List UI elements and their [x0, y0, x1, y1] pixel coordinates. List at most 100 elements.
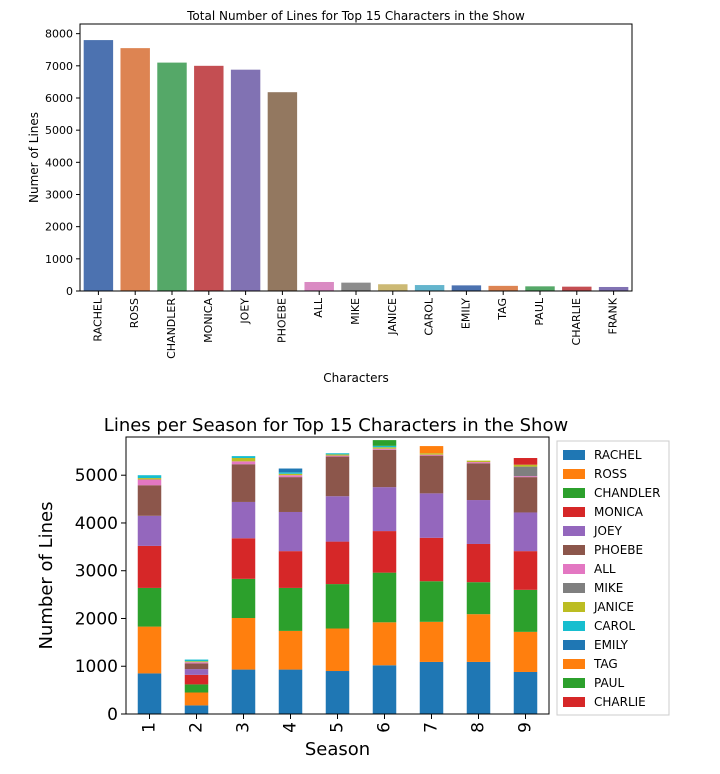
segment-season-1-carol: [137, 475, 162, 479]
segment-season-6-phoebe: [372, 449, 397, 488]
bar-monica: [194, 65, 224, 291]
legend-label-rachel: RACHEL: [594, 448, 642, 462]
x-tick-label-chandler: CHANDLER: [165, 298, 178, 359]
segment-season-8-rachel: [466, 661, 491, 714]
segment-season-5-rachel: [325, 671, 350, 714]
segment-season-2-carol: [184, 659, 209, 662]
legend-label-carol: CAROL: [594, 619, 635, 633]
segment-season-9-janice: [513, 464, 538, 467]
segment-season-9-chandler: [513, 589, 538, 632]
legend-swatch-rachel: [563, 450, 585, 460]
segment-season-4-carol: [278, 472, 303, 474]
segment-season-3-carol: [231, 456, 256, 459]
y-tick-label: 1000: [75, 657, 118, 677]
segment-season-9-phoebe: [513, 477, 538, 513]
segment-season-3-chandler: [231, 578, 256, 619]
segment-season-7-joey: [419, 493, 444, 538]
segment-season-8-monica: [466, 543, 491, 583]
x-tick-label-season-8: 8: [469, 722, 489, 733]
chart2-x-label: Season: [305, 739, 370, 760]
segment-season-5-monica: [325, 541, 350, 585]
x-tick-label-season-3: 3: [234, 722, 254, 733]
bar-phoebe: [267, 92, 298, 291]
segment-season-7-ross: [419, 621, 444, 662]
legend-swatch-ross: [563, 469, 585, 479]
x-tick-label-season-6: 6: [375, 722, 395, 733]
legend-label-chandler: CHANDLER: [594, 486, 660, 500]
y-tick-label: 4000: [75, 514, 118, 534]
legend-label-all: ALL: [594, 562, 616, 576]
segment-season-9-mike: [513, 466, 538, 477]
segment-season-1-janice: [137, 478, 162, 480]
segment-season-3-ross: [231, 618, 256, 670]
segment-season-1-monica: [137, 545, 162, 588]
legend-label-paul: PAUL: [594, 676, 624, 690]
segment-season-3-rachel: [231, 669, 256, 714]
legend-label-monica: MONICA: [594, 505, 644, 519]
segment-season-5-chandler: [325, 584, 350, 629]
segment-season-6-janice: [372, 447, 397, 449]
total-lines-chart: Total Number of Lines for Top 15 Charact…: [27, 9, 633, 385]
chart2-legend: [556, 440, 670, 716]
chart2-y-label: Number of Lines: [36, 502, 57, 650]
legend-swatch-emily: [563, 640, 585, 650]
segment-season-6-joey: [372, 487, 397, 532]
segment-season-2-joey: [184, 669, 209, 675]
segment-season-6-monica: [372, 531, 397, 573]
legend-swatch-janice: [563, 602, 585, 612]
legend-swatch-phoebe: [563, 545, 585, 555]
legend-swatch-mike: [563, 583, 585, 593]
segment-season-3-phoebe: [231, 464, 256, 502]
x-tick-label-emily: EMILY: [459, 298, 472, 329]
y-tick-label: 8000: [45, 28, 73, 41]
segment-season-4-chandler: [278, 587, 303, 631]
chart1-x-label: Characters: [323, 371, 389, 385]
segment-season-6-carol: [372, 445, 397, 448]
chart1-frame: [79, 23, 633, 292]
legend-label-mike: MIKE: [594, 581, 623, 595]
x-tick-label-carol: CAROL: [423, 297, 436, 336]
legend-label-tag: TAG: [593, 657, 618, 671]
legend-label-emily: EMILY: [594, 638, 629, 652]
bar-paul: [525, 286, 555, 291]
segment-season-9-all: [513, 476, 538, 478]
bar-emily: [451, 285, 482, 291]
x-tick-label-tag: TAG: [496, 298, 509, 321]
segment-season-1-phoebe: [137, 485, 162, 516]
segment-season-2-rachel: [184, 705, 209, 714]
bar-ross: [120, 48, 150, 291]
segment-season-2-phoebe: [184, 663, 209, 670]
segment-season-6-ross: [372, 622, 397, 666]
segment-season-8-all: [466, 462, 491, 464]
bar-janice: [378, 284, 408, 291]
segment-season-4-emily: [278, 468, 303, 473]
x-tick-label-season-4: 4: [281, 722, 301, 733]
y-tick-label: 0: [107, 705, 118, 725]
segment-season-2-janice: [184, 661, 209, 663]
segment-season-9-ross: [513, 631, 538, 672]
segment-season-4-monica: [278, 551, 303, 588]
segment-season-1-ross: [137, 626, 162, 674]
bar-rachel: [83, 40, 114, 292]
x-tick-label-rachel: RACHEL: [91, 297, 104, 341]
bar-joey: [230, 69, 261, 291]
legend-swatch-joey: [563, 526, 585, 536]
x-tick-label-season-9: 9: [516, 722, 536, 733]
lines-per-season-chart: Lines per Season for Top 15 Characters i…: [36, 415, 670, 760]
segment-season-3-monica: [231, 538, 256, 579]
bar-chandler: [157, 62, 187, 291]
y-tick-label: 5000: [75, 466, 118, 486]
x-tick-label-mike: MIKE: [349, 298, 362, 325]
segment-season-3-joey: [231, 501, 256, 539]
legend-swatch-monica: [563, 507, 585, 517]
segment-season-6-chandler: [372, 572, 397, 623]
segment-season-5-all: [325, 455, 350, 457]
segment-season-4-janice: [278, 473, 303, 476]
bar-charlie: [562, 286, 592, 291]
segment-season-7-phoebe: [419, 455, 444, 494]
segment-season-7-tag: [419, 446, 444, 454]
legend-swatch-carol: [563, 621, 585, 631]
segment-season-3-all: [231, 461, 256, 465]
chart2-frame: [125, 436, 550, 715]
